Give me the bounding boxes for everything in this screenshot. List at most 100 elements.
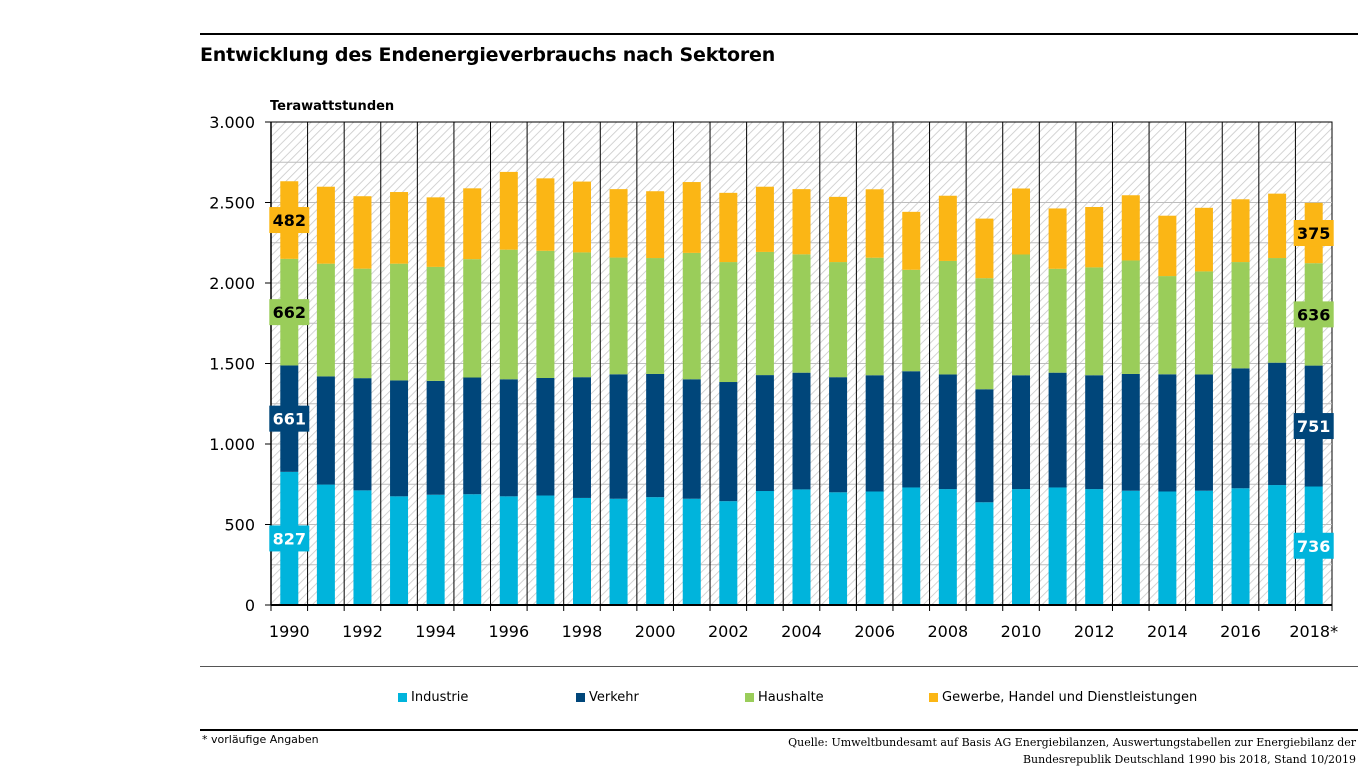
data-label-box-haushalte-2018 bbox=[1293, 301, 1334, 328]
x-tick-label: 2006 bbox=[854, 622, 895, 641]
bar-verkehr-2002 bbox=[719, 382, 738, 502]
legend-label-verkehr: Verkehr bbox=[589, 690, 639, 705]
bar-gewerbe-1993 bbox=[390, 192, 409, 264]
bar-industrie-2006 bbox=[865, 491, 884, 605]
data-label-box-gewerbe-1990 bbox=[269, 207, 310, 234]
bar-verkehr-1994 bbox=[426, 380, 445, 495]
bar-verkehr-2005 bbox=[829, 377, 848, 493]
bar-haushalte-1997 bbox=[536, 250, 555, 378]
bar-industrie-1991 bbox=[316, 484, 335, 605]
bar-verkehr-2004 bbox=[792, 372, 811, 490]
bar-gewerbe-2006 bbox=[865, 189, 884, 258]
bar-verkehr-2006 bbox=[865, 375, 884, 492]
bar-haushalte-2007 bbox=[902, 269, 921, 372]
bar-haushalte-1992 bbox=[353, 268, 372, 379]
data-label-box-industrie-2018 bbox=[1293, 532, 1334, 559]
bar-industrie-1993 bbox=[390, 496, 409, 605]
data-label-box-verkehr-2018 bbox=[1293, 413, 1334, 440]
x-tick-label: 2002 bbox=[708, 622, 749, 641]
bar-industrie-2010 bbox=[1012, 489, 1031, 605]
bar-gewerbe-1996 bbox=[499, 171, 518, 250]
bar-gewerbe-2001 bbox=[682, 182, 701, 253]
x-tick-label: 1994 bbox=[415, 622, 456, 641]
x-tick-label: 2004 bbox=[781, 622, 822, 641]
x-tick-label: 1998 bbox=[562, 622, 603, 641]
bar-industrie-2011 bbox=[1048, 487, 1067, 605]
bar-industrie-1998 bbox=[572, 497, 591, 605]
bar-haushalte-2008 bbox=[938, 260, 957, 375]
y-axis-label: Terawattstunden bbox=[270, 99, 394, 114]
bar-industrie-2001 bbox=[682, 498, 701, 605]
y-tick-label: 0 bbox=[245, 596, 255, 615]
bar-gewerbe-2000 bbox=[646, 191, 665, 259]
x-tick-label: 2014 bbox=[1147, 622, 1188, 641]
data-label-gewerbe-1990: 482 bbox=[273, 211, 306, 230]
y-tick-label: 500 bbox=[224, 516, 255, 535]
bar-gewerbe-1998 bbox=[572, 181, 591, 253]
legend-swatch-haushalte bbox=[745, 693, 754, 702]
bar-industrie-2002 bbox=[719, 501, 738, 605]
x-tick-label: 1996 bbox=[488, 622, 529, 641]
legend-top-rule bbox=[200, 666, 1358, 667]
bar-haushalte-1991 bbox=[316, 263, 335, 377]
legend-label-haushalte: Haushalte bbox=[758, 690, 824, 705]
bar-verkehr-2001 bbox=[682, 379, 701, 499]
source-line-1: Quelle: Umweltbundesamt auf Basis AG Ene… bbox=[788, 736, 1356, 749]
bar-haushalte-2011 bbox=[1048, 268, 1067, 373]
x-tick-label: 2000 bbox=[635, 622, 676, 641]
bar-verkehr-1996 bbox=[499, 379, 518, 497]
bar-verkehr-2007 bbox=[902, 371, 921, 488]
bar-verkehr-1995 bbox=[463, 377, 482, 495]
bar-haushalte-2013 bbox=[1121, 260, 1140, 374]
y-tick-label: 2.000 bbox=[209, 274, 255, 293]
bar-gewerbe-2012 bbox=[1085, 207, 1104, 268]
data-label-box-verkehr-1990 bbox=[269, 405, 310, 432]
data-label-box-gewerbe-2018 bbox=[1293, 220, 1334, 247]
data-label-gewerbe-2018: 375 bbox=[1297, 224, 1330, 243]
bar-verkehr-1997 bbox=[536, 377, 555, 496]
bar-industrie-1997 bbox=[536, 495, 555, 605]
bar-verkehr-2010 bbox=[1012, 375, 1031, 490]
bar-gewerbe-2005 bbox=[829, 196, 848, 263]
legend-item-haushalte: Haushalte bbox=[745, 690, 824, 705]
bar-gewerbe-2017 bbox=[1268, 193, 1287, 259]
data-label-verkehr-1990: 661 bbox=[273, 410, 306, 429]
bar-gewerbe-2011 bbox=[1048, 208, 1067, 269]
bar-gewerbe-2014 bbox=[1158, 215, 1177, 277]
bar-industrie-2017 bbox=[1268, 485, 1287, 605]
bar-industrie-2008 bbox=[938, 489, 957, 605]
bar-verkehr-2000 bbox=[646, 373, 665, 498]
bar-haushalte-2009 bbox=[975, 278, 994, 390]
data-label-haushalte-2018: 636 bbox=[1297, 305, 1330, 324]
x-tick-label: 2016 bbox=[1220, 622, 1261, 641]
y-tick-label: 3.000 bbox=[209, 113, 255, 132]
bar-gewerbe-2016 bbox=[1231, 199, 1250, 263]
source-line-2: Bundesrepublik Deutschland 1990 bis 2018… bbox=[1022, 753, 1356, 766]
bar-verkehr-2009 bbox=[975, 389, 994, 503]
y-tick-label: 1.500 bbox=[209, 355, 255, 374]
bar-gewerbe-1992 bbox=[353, 196, 372, 269]
bar-haushalte-1996 bbox=[499, 249, 518, 380]
bar-verkehr-1993 bbox=[390, 380, 409, 497]
top-rule bbox=[200, 33, 1358, 35]
bar-gewerbe-2004 bbox=[792, 189, 811, 255]
footer-rule bbox=[200, 729, 1358, 731]
chart-svg: 0 500 1.000 1.500 2.000 2.500 3.000 Terawattstu… bbox=[209, 99, 1338, 641]
bar-gewerbe-1994 bbox=[426, 197, 445, 267]
y-tick-label: 2.500 bbox=[209, 194, 255, 213]
bar-industrie-2003 bbox=[755, 491, 774, 605]
bar-industrie-2007 bbox=[902, 487, 921, 605]
bar-gewerbe-2008 bbox=[938, 195, 957, 261]
bar-verkehr-1991 bbox=[316, 376, 335, 485]
bar-haushalte-2005 bbox=[829, 262, 848, 378]
legend-item-gewerbe: Gewerbe, Handel und Dienstleistungen bbox=[929, 690, 1197, 705]
bar-verkehr-2015 bbox=[1194, 374, 1213, 491]
legend-label-gewerbe: Gewerbe, Handel und Dienstleistungen bbox=[942, 690, 1198, 705]
data-label-industrie-2018: 736 bbox=[1297, 537, 1330, 556]
bar-haushalte-2004 bbox=[792, 254, 811, 373]
data-label-haushalte-1990: 662 bbox=[273, 303, 306, 322]
bar-gewerbe-2015 bbox=[1194, 207, 1213, 272]
bar-industrie-2015 bbox=[1194, 490, 1213, 605]
bar-haushalte-2006 bbox=[865, 257, 884, 376]
bar-gewerbe-2003 bbox=[755, 186, 774, 252]
